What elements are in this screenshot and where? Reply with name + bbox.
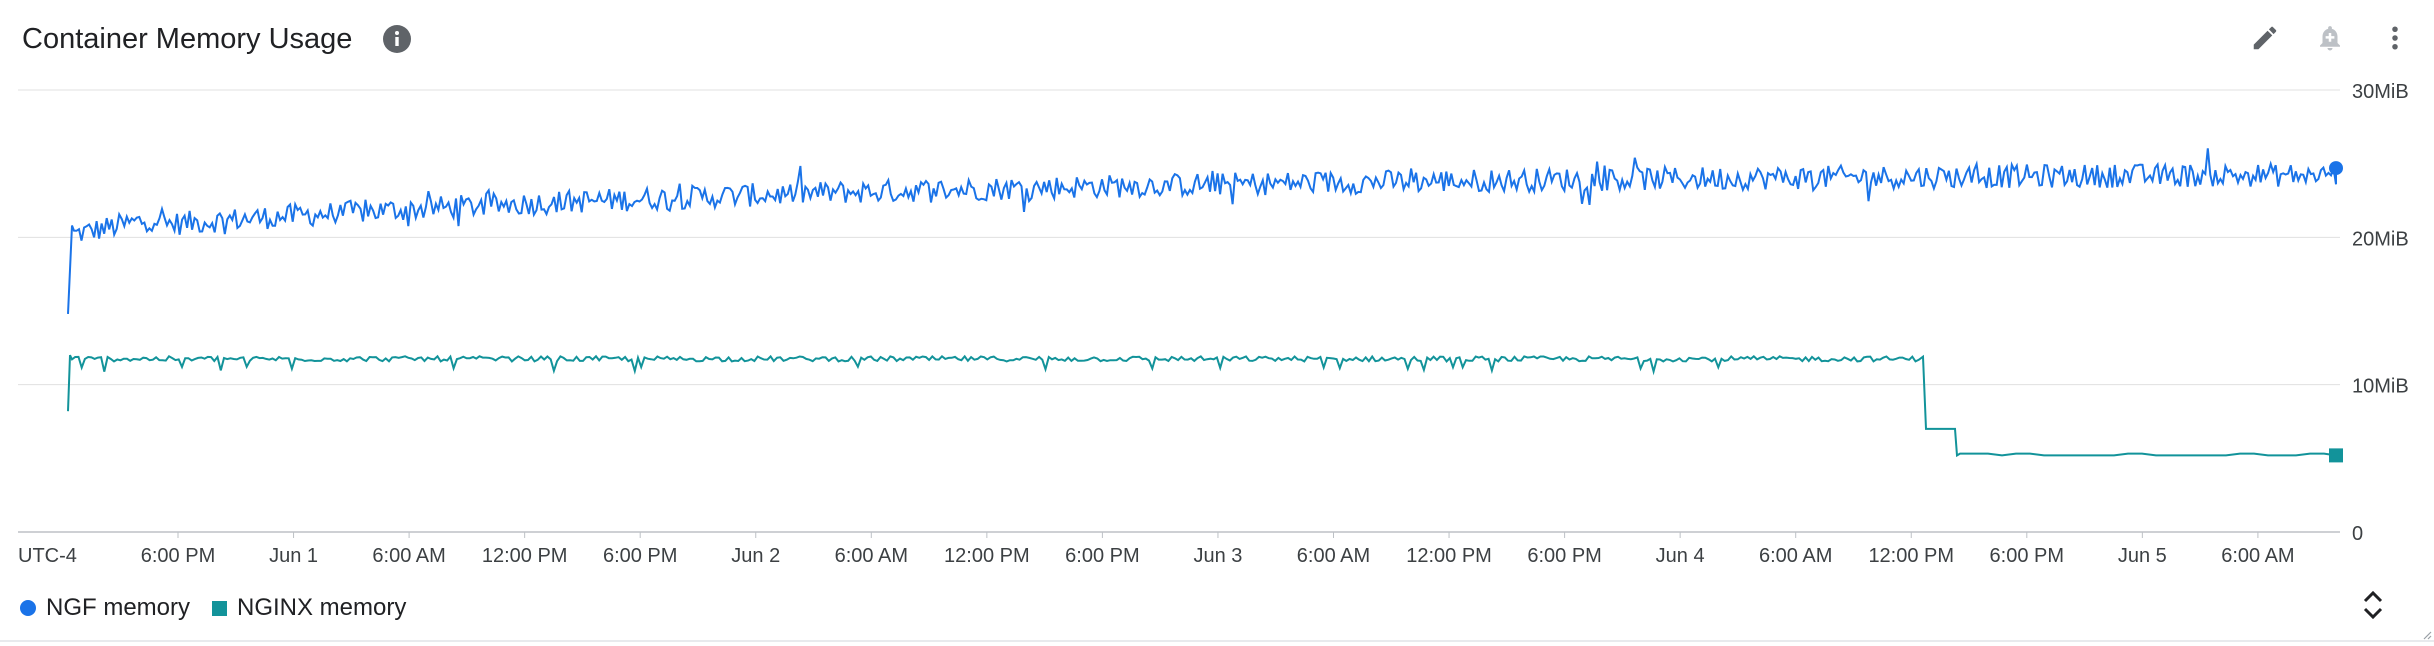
x-tick-label: Jun 2 bbox=[731, 545, 780, 567]
x-tick-label: Jun 3 bbox=[1193, 545, 1242, 567]
chart-legend: NGF memory NGINX memory bbox=[20, 594, 428, 622]
series-layer[interactable] bbox=[67, 148, 2343, 463]
grid-lines bbox=[18, 89, 2340, 533]
x-tick-label: 12:00 PM bbox=[482, 545, 568, 567]
ngf-end-marker bbox=[2329, 161, 2343, 176]
y-tick-label: 10MiB bbox=[2352, 376, 2409, 398]
x-tick-label: 6:00 AM bbox=[1759, 545, 1832, 567]
y-axis-labels: 0 10MiB 20MiB 30MiB bbox=[2352, 81, 2409, 545]
legend-item-ngf[interactable]: NGF memory bbox=[20, 594, 190, 622]
expand-toggle-button[interactable] bbox=[2350, 582, 2396, 628]
x-tick-label: Jun 5 bbox=[2118, 545, 2167, 567]
x-tick-label: Jun 1 bbox=[269, 545, 318, 567]
x-tick-label: 12:00 PM bbox=[944, 545, 1030, 567]
ngf-legend-marker bbox=[20, 600, 36, 616]
x-tick-label: 6:00 AM bbox=[835, 545, 908, 567]
x-tick-label: 6:00 PM bbox=[603, 545, 677, 567]
x-tick-label: 6:00 AM bbox=[372, 545, 445, 567]
series-line-nginx-memory[interactable] bbox=[67, 354, 2337, 458]
nginx-legend-marker bbox=[212, 600, 227, 616]
y-tick-label: 0 bbox=[2352, 523, 2363, 545]
x-tick-label: 12:00 PM bbox=[1406, 545, 1492, 567]
edit-button[interactable] bbox=[2245, 18, 2285, 58]
add-alert-bell-icon bbox=[2320, 26, 2340, 51]
x-tick-label: 12:00 PM bbox=[1868, 545, 1954, 567]
x-timezone-label: UTC-4 bbox=[18, 545, 77, 567]
more-options-button[interactable] bbox=[2375, 18, 2415, 58]
legend-label-nginx: NGINX memory bbox=[237, 594, 407, 621]
legend-label-ngf: NGF memory bbox=[46, 594, 190, 621]
pencil-icon bbox=[2253, 26, 2277, 50]
chart-title: Container Memory Usage bbox=[22, 22, 353, 55]
add-alert-button[interactable] bbox=[2310, 18, 2350, 58]
x-tick-label: 6:00 PM bbox=[1065, 545, 1139, 567]
more-vert-icon bbox=[2392, 26, 2398, 50]
x-tick-label: 6:00 AM bbox=[2221, 545, 2294, 567]
x-tick-label: 6:00 PM bbox=[1527, 545, 1601, 567]
memory-line-chart: 0 10MiB 20MiB 30MiB UTC-4 6:00 PM Jun 1 6:00 A… bbox=[18, 81, 2409, 567]
card-bottom-border bbox=[0, 640, 2434, 642]
x-tick-label: 6:00 PM bbox=[141, 545, 215, 567]
expand-collapse-icon bbox=[2363, 590, 2383, 620]
legend-item-nginx[interactable]: NGINX memory bbox=[212, 594, 406, 622]
y-tick-label: 20MiB bbox=[2352, 228, 2409, 250]
x-tick-label: 6:00 AM bbox=[1297, 545, 1370, 567]
chart-header: Container Memory Usage bbox=[22, 14, 412, 64]
x-tick-label: Jun 4 bbox=[1656, 545, 1705, 567]
info-icon[interactable] bbox=[382, 24, 412, 54]
x-axis-labels: UTC-4 6:00 PM Jun 1 6:00 AM 12:00 PM 6:00 PM J… bbox=[18, 532, 2295, 567]
series-line-ngf-memory[interactable] bbox=[67, 148, 2337, 314]
x-tick-label: 6:00 PM bbox=[1990, 545, 2064, 567]
nginx-end-marker bbox=[2329, 448, 2343, 463]
resize-handle-icon[interactable] bbox=[2422, 630, 2432, 640]
y-tick-label: 30MiB bbox=[2352, 81, 2409, 103]
